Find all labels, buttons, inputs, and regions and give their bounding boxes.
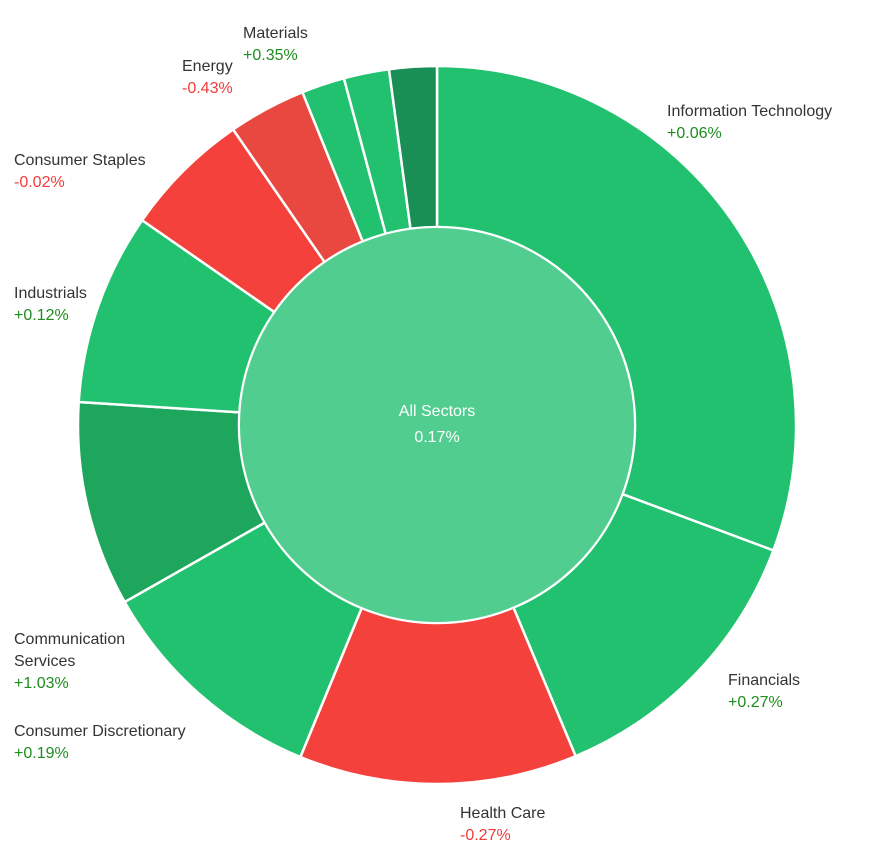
label-information-technology: Information Technology — [667, 103, 832, 120]
change-health-care: -0.27% — [460, 827, 511, 844]
label-health-care: Health Care — [460, 805, 545, 822]
change-information-technology: +0.06% — [667, 125, 722, 142]
label-consumer-staples: Consumer Staples — [14, 152, 146, 169]
label-communication-services-line-2: Services — [14, 653, 75, 670]
center-circle[interactable] — [238, 226, 636, 624]
label-financials: Financials — [728, 672, 800, 689]
change-communication-services: +1.03% — [14, 675, 69, 692]
change-industrials: +0.12% — [14, 307, 69, 324]
label-materials: Materials — [243, 25, 308, 42]
change-energy: -0.43% — [182, 80, 233, 97]
center-value: 0.17% — [414, 429, 459, 446]
change-materials: +0.35% — [243, 47, 298, 64]
sector-slices — [76, 64, 798, 786]
label-energy: Energy — [182, 58, 233, 75]
change-consumer-staples: -0.02% — [14, 174, 65, 191]
change-consumer-discretionary: +0.19% — [14, 745, 69, 762]
sector-labels: Information Technology +0.06% Financials +0… — [14, 25, 832, 844]
center-label: All Sectors — [399, 403, 475, 420]
label-industrials: Industrials — [14, 285, 87, 302]
change-financials: +0.27% — [728, 694, 783, 711]
label-communication-services-line-1: Communication — [14, 631, 125, 648]
label-consumer-discretionary: Consumer Discretionary — [14, 723, 186, 740]
